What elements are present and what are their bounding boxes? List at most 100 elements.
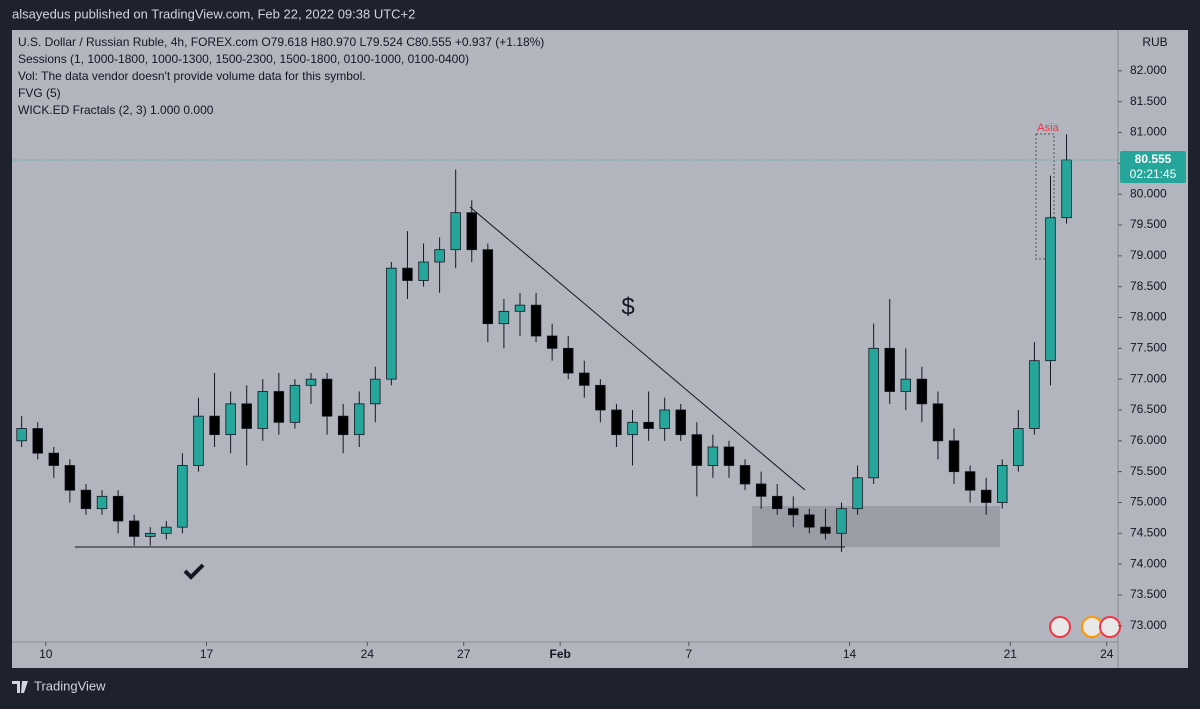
y-tick-label: 74.500: [1130, 525, 1167, 539]
session-label: Asia: [1037, 122, 1059, 134]
last-price-box: [1120, 150, 1186, 183]
y-tick-label: 81.000: [1130, 125, 1167, 139]
session-box: [1035, 133, 1055, 260]
countdown: 02:21:45: [1130, 167, 1177, 181]
last-price-label: 80.555: [1135, 152, 1172, 166]
trend-line: [469, 206, 806, 491]
candle-body: [868, 347, 879, 479]
event-flag[interactable]: [1049, 616, 1071, 638]
y-tick-label: 78.500: [1130, 279, 1167, 293]
y-tick-label: 77.500: [1130, 341, 1167, 355]
candle-body: [482, 249, 494, 325]
candle-body: [627, 421, 638, 436]
candle-body: [289, 384, 301, 423]
annotation: $: [621, 293, 634, 320]
candle-body: [836, 508, 847, 534]
candle-body: [64, 465, 76, 491]
candles: [16, 134, 1072, 552]
legend-line: U.S. Dollar / Russian Ruble, 4h, FOREX.c…: [18, 35, 544, 49]
candle-body: [48, 452, 60, 466]
candle-body: [755, 483, 767, 497]
candle-body: [466, 212, 477, 251]
x-tick-label: 24: [361, 647, 375, 661]
candle-body: [498, 310, 510, 325]
y-tick-label: 76.000: [1130, 433, 1167, 447]
candle-body: [112, 495, 124, 522]
y-tick-label: 79.500: [1130, 217, 1167, 231]
y-tick-label: 75.500: [1130, 464, 1167, 478]
currency-box: [1140, 34, 1170, 52]
candle-body: [980, 489, 992, 503]
candle-body: [739, 465, 751, 485]
candle-body: [707, 446, 719, 466]
header: alsayedus published on TradingView.com, …: [12, 6, 415, 21]
x-tick-label: 17: [200, 647, 214, 661]
candle-body: [354, 403, 365, 436]
candle-body: [418, 261, 429, 281]
candle-body: [948, 440, 960, 473]
candle-body: [257, 391, 269, 429]
y-tick-label: 80.000: [1130, 186, 1167, 200]
flags: [1049, 616, 1121, 638]
x-tick-label: 27: [457, 647, 471, 661]
candle-body: [997, 465, 1008, 503]
candle-body: [145, 532, 156, 537]
candle-body: [225, 403, 236, 436]
candle-body: [370, 378, 381, 405]
candle-body: [386, 267, 397, 380]
footer: TradingView: [34, 678, 106, 693]
candle-body: [305, 378, 317, 386]
legend-line: FVG (5): [18, 86, 61, 100]
x-tick-label: 24: [1100, 647, 1114, 661]
candle-body: [723, 446, 735, 466]
x-tick-label: 21: [1004, 647, 1018, 661]
candle-body: [1029, 360, 1040, 429]
x-tick-label: 7: [685, 647, 692, 661]
candle-body: [579, 372, 590, 386]
candle-body: [884, 347, 895, 392]
candle-body: [32, 428, 43, 454]
candle-body: [514, 304, 526, 312]
candle-body: [241, 403, 252, 429]
candle-body: [611, 409, 622, 436]
candle-body: [450, 212, 461, 251]
y-tick-label: 77.000: [1130, 371, 1167, 385]
y-tick-label: 75.000: [1130, 495, 1167, 509]
candle-body: [1045, 217, 1056, 362]
candle-body: [1061, 159, 1072, 219]
x-tick-label: 10: [39, 647, 53, 661]
candle-body: [964, 471, 976, 491]
candle-body: [932, 403, 944, 442]
chart-background: [12, 30, 1188, 668]
candle-body: [16, 428, 27, 442]
candle-body: [193, 415, 204, 466]
candle-body: [675, 409, 686, 436]
candle-body: [643, 421, 654, 429]
event-flag[interactable]: [1099, 616, 1121, 638]
candle-body: [161, 526, 172, 534]
x-tick-label: 14: [843, 647, 857, 661]
y-tick-label: 79.000: [1130, 248, 1167, 262]
candle-body: [900, 378, 912, 392]
candle-body: [691, 434, 703, 466]
candle-body: [177, 465, 188, 528]
currency: RUB: [1142, 35, 1167, 49]
candle-body: [273, 391, 285, 423]
candle-body: [546, 335, 558, 349]
candle-body: [820, 526, 831, 534]
candle-body: [562, 347, 574, 374]
candle-body: [788, 508, 799, 516]
candle-body: [96, 495, 108, 510]
candle-body: [595, 384, 606, 411]
candle-body: [209, 415, 220, 436]
candle-body: [321, 378, 333, 417]
candle-body: [80, 489, 92, 510]
y-tick-label: 76.500: [1130, 402, 1167, 416]
candle-body: [916, 378, 928, 405]
legend-line: Sessions (1, 1000-1800, 1000-1300, 1500-…: [18, 52, 469, 66]
y-tick-label: 78.000: [1130, 310, 1167, 324]
candle-body: [402, 267, 413, 281]
candle-body: [852, 477, 863, 510]
